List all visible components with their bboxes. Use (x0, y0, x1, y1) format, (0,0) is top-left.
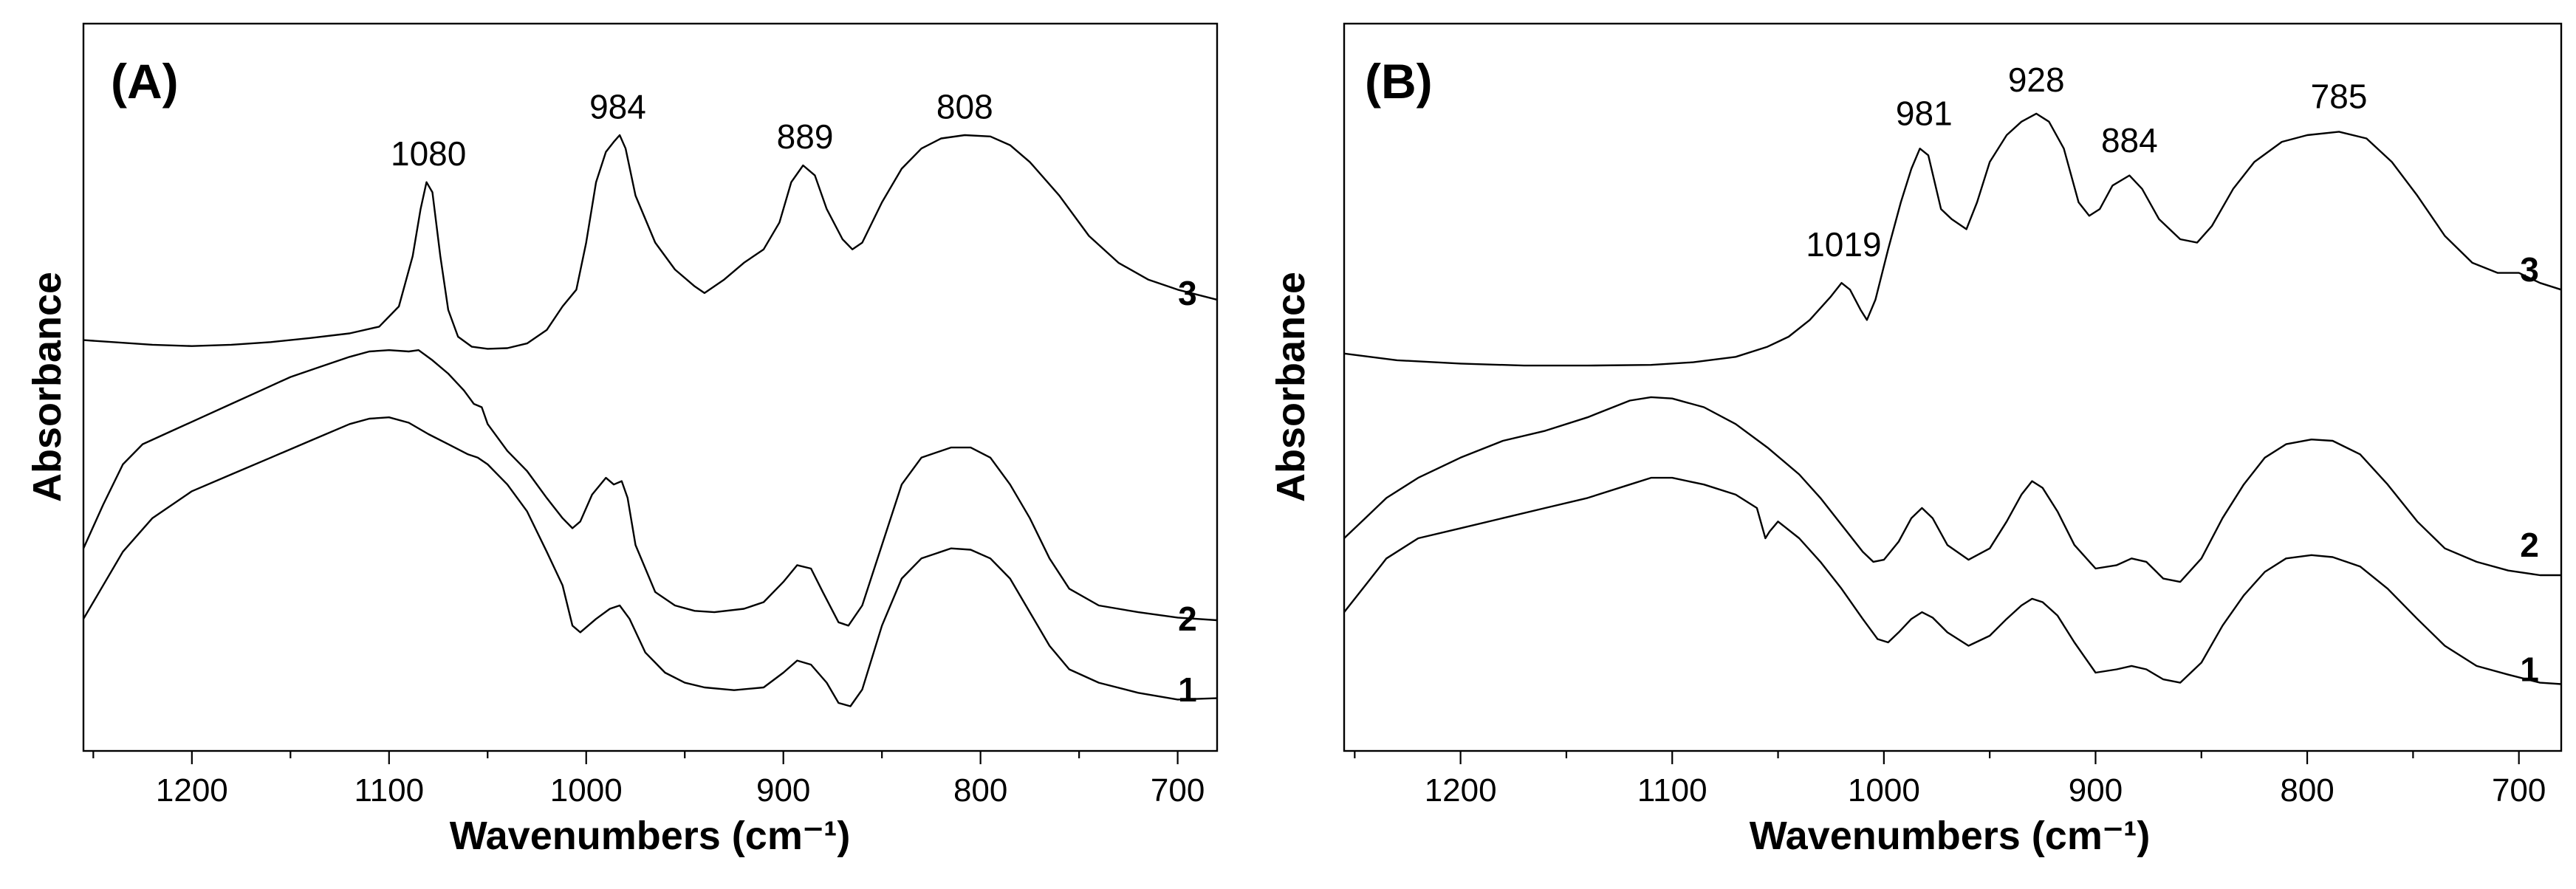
x-tick-label: 900 (756, 772, 810, 809)
panel-b-x-axis-title: Wavenumbers (cm⁻¹) (1750, 814, 2151, 858)
curve-label-1: 1 (1178, 670, 1197, 709)
x-tick-label: 1200 (1425, 772, 1497, 809)
x-tick-label: 1100 (354, 772, 424, 809)
spectrum-curve-1 (1343, 476, 2562, 685)
curve-label-2: 2 (2520, 526, 2539, 564)
peak-label-928: 928 (2008, 61, 2065, 99)
panel-a-x-ticks: 1200 1100 1000 900 800 700 (92, 751, 1205, 809)
panel-b-y-axis-title: Absorbance (1269, 272, 1313, 502)
peak-label-785: 785 (2311, 78, 2368, 116)
x-tick-label: 700 (1151, 772, 1205, 809)
peak-label-884: 884 (2101, 121, 2158, 159)
panel-a-frame (82, 22, 1219, 752)
x-tick-label: 1000 (550, 772, 623, 809)
peak-label-981: 981 (1896, 94, 1953, 132)
panel-a-x-axis-title: Wavenumbers (cm⁻¹) (450, 814, 851, 858)
panel-b-label: (B) (1365, 54, 1433, 109)
peak-label-1080: 1080 (391, 134, 466, 173)
curve-label-2: 2 (1178, 600, 1197, 638)
panel-b-x-ticks: 1200 1100 1000 900 800 700 (1354, 751, 2546, 809)
spectrum-curve-1 (82, 416, 1218, 707)
panel-a-label: (A) (111, 54, 179, 109)
spectrum-curve-2 (1343, 396, 2561, 583)
panel-a: (A) Absorbance Wavenumbers (cm⁻¹) 1200 11… (25, 22, 1219, 858)
curve-label-3: 3 (1178, 274, 1197, 312)
spectrum-curve-3 (1343, 112, 2562, 367)
panel-a-y-axis-title: Absorbance (25, 272, 69, 502)
panel-b: (B) Absorbance Wavenumbers (cm⁻¹) 1200 11… (1269, 22, 2563, 858)
x-tick-label: 1100 (1637, 772, 1707, 809)
panel-b-frame (1343, 22, 2563, 752)
x-tick-label: 800 (2280, 772, 2334, 809)
curve-label-1: 1 (2520, 650, 2539, 688)
curve-label-3: 3 (2520, 250, 2539, 289)
x-tick-label: 1000 (1848, 772, 1920, 809)
x-tick-label: 900 (2069, 772, 2123, 809)
x-tick-label: 800 (953, 772, 1007, 809)
panel-b-series (1343, 112, 2562, 685)
spectrum-curve-3 (83, 134, 1218, 350)
spectrum-curve-2 (82, 349, 1218, 627)
panel-a-labels: 3 2 1 1080 984 889 808 (391, 87, 1197, 709)
panel-a-series (82, 134, 1218, 707)
panel-b-labels: 3 2 1 1019 981 928 884 785 (1806, 61, 2539, 689)
peak-label-889: 889 (777, 117, 834, 156)
peak-label-808: 808 (936, 87, 993, 126)
x-tick-label: 1200 (156, 772, 228, 809)
x-tick-label: 700 (2492, 772, 2546, 809)
peak-label-1019: 1019 (1806, 225, 1881, 264)
peak-label-984: 984 (589, 87, 646, 126)
